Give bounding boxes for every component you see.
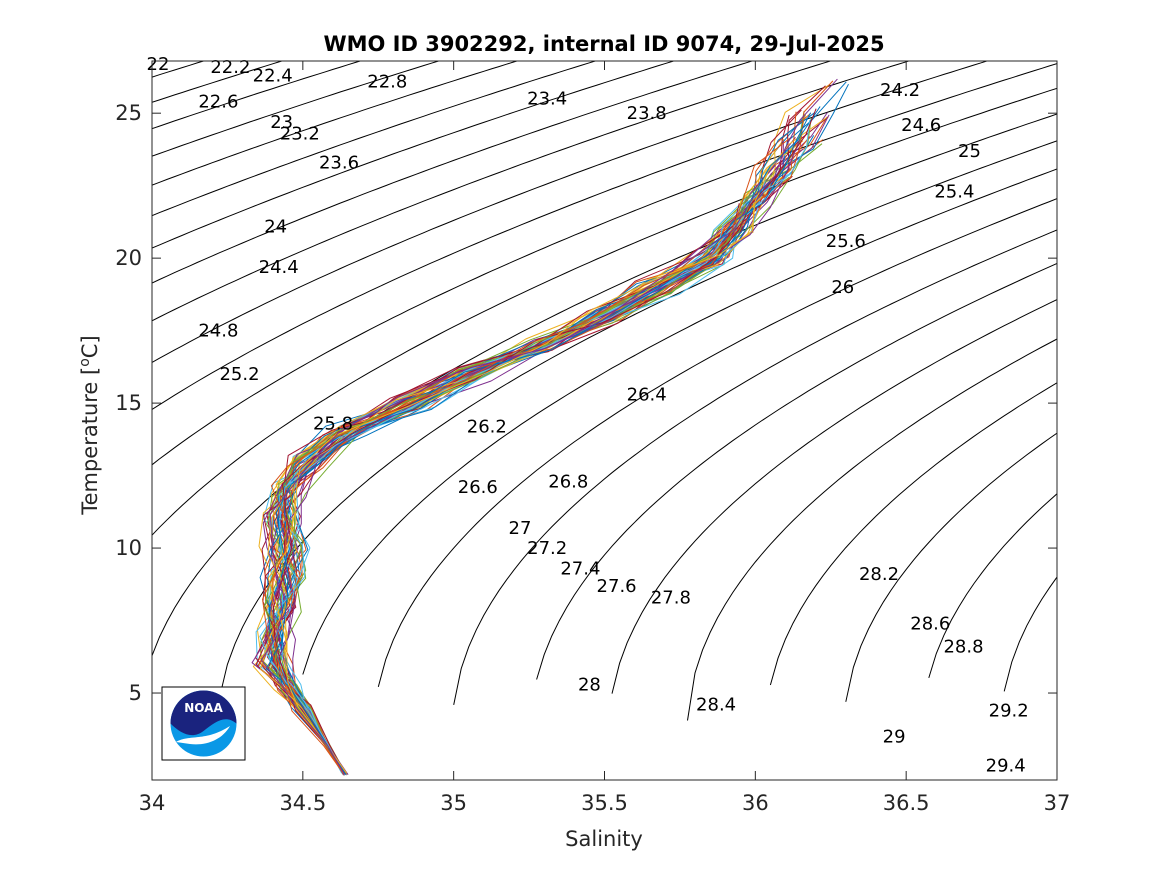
profile-line <box>268 120 811 776</box>
isopycnal-line <box>687 338 1057 721</box>
y-axis-label-main: Temperature [ <box>78 367 102 516</box>
isopycnal-label: 28.6 <box>910 613 950 634</box>
isopycnal-label: 24.8 <box>198 321 238 342</box>
x-tick-label: 35.5 <box>581 791 628 815</box>
chart-title: WMO ID 3902292, internal ID 9074, 29-Jul… <box>323 32 884 56</box>
isopycnal-label: 26 <box>831 277 854 298</box>
isopycnal-label: 25.2 <box>219 364 259 385</box>
isopycnal-label: 29.2 <box>989 700 1029 721</box>
profile-line <box>272 108 817 775</box>
isopycnal-line <box>536 263 1057 680</box>
profile-line <box>262 137 792 775</box>
isopycnal-label: 24.6 <box>901 115 941 136</box>
isopycnal-label: 22 <box>147 54 170 75</box>
isopycnal-label: 22.2 <box>210 57 250 78</box>
noaa-logo-gull <box>176 726 230 745</box>
x-tick-label: 36 <box>742 791 769 815</box>
x-axis-label: Salinity <box>565 827 643 851</box>
x-tick-label: 34.5 <box>279 791 326 815</box>
isopycnal-label: 26.4 <box>627 384 667 405</box>
noaa-logo-text: NOAA <box>184 701 223 715</box>
isopycnal-label: 28.2 <box>859 564 899 585</box>
y-tick-label: 15 <box>115 391 142 415</box>
isopycnal-label: 25.8 <box>313 413 353 434</box>
x-axis-ticks: 34 34.5 35 35.5 36 36.5 37 <box>139 61 1071 815</box>
isopycnal-label: 28.4 <box>696 695 736 716</box>
y-axis-ticks: 5 10 15 20 25 <box>115 101 1057 705</box>
isopycnal-label: 27.4 <box>560 558 600 579</box>
isopycnal-label: 25.4 <box>934 182 974 203</box>
isopycnal-label: 23 <box>270 112 293 133</box>
isopycnal-line <box>219 140 1057 697</box>
isopycnal-line <box>152 87 1057 536</box>
x-tick-label: 37 <box>1044 791 1071 815</box>
profile-line <box>267 172 769 774</box>
y-tick-label: 25 <box>115 101 142 125</box>
x-tick-label: 36.5 <box>883 791 930 815</box>
isopycnal-label: 25.6 <box>826 231 866 252</box>
isopycnal-line <box>377 198 1057 688</box>
isopycnal-label: 22.8 <box>367 71 407 92</box>
isopycnal-label: 23.6 <box>319 153 359 174</box>
isopycnal-label: 27.2 <box>527 538 567 559</box>
isopycnal-label: 27.6 <box>597 576 637 597</box>
isopycnal-label: 24.4 <box>259 257 299 278</box>
y-tick-label: 5 <box>129 681 142 705</box>
isopycnal-line <box>611 299 1057 694</box>
isopycnal-line <box>152 61 676 249</box>
isopycnal-label: 29.4 <box>986 756 1026 777</box>
isopycnal-label: 28 <box>578 674 601 695</box>
y-axis-label-degree: o <box>77 358 93 367</box>
isopycnal-label: 29 <box>883 727 906 748</box>
isopycnal-line <box>845 432 1057 702</box>
isopycnal-label: 26.6 <box>458 477 498 498</box>
profile-line <box>260 78 838 775</box>
isopycnal-line <box>152 61 441 157</box>
isopycnal-line <box>928 493 1057 679</box>
isopycnal-line <box>152 61 598 217</box>
isopycnal-label: 28.8 <box>943 637 983 658</box>
isopycnal-line <box>453 229 1057 706</box>
y-tick-label: 20 <box>115 246 142 270</box>
isopycnal-line <box>769 382 1057 686</box>
isopycnal-line <box>152 61 833 322</box>
isopycnal-line <box>152 61 284 103</box>
isopycnal-label: 26.8 <box>548 471 588 492</box>
noaa-logo-top <box>170 690 237 736</box>
isopycnal-label: 27 <box>509 518 532 539</box>
isopycnal-label: 22.4 <box>253 66 293 87</box>
isopycnal-line <box>1003 576 1057 692</box>
isopycnal-label: 27.8 <box>651 587 691 608</box>
isopycnal-label: 22.6 <box>198 92 238 113</box>
profile-line <box>271 199 754 776</box>
isopycnal-label: 24 <box>264 216 287 237</box>
y-tick-label: 10 <box>115 536 142 560</box>
y-axis-label: Temperature [oC] <box>77 335 102 515</box>
isopycnal-label: 23.4 <box>527 89 567 110</box>
noaa-logo: NOAA <box>161 686 246 761</box>
isopycnal-label: 25 <box>958 141 981 162</box>
isopycnal-label: 24.2 <box>880 80 920 101</box>
isopycnal-line <box>152 61 989 410</box>
isopycnal-line <box>152 61 754 284</box>
isopycnal-label: 23.8 <box>627 103 667 124</box>
isopycnal-line <box>152 61 362 130</box>
x-tick-label: 34 <box>139 791 166 815</box>
profile-line <box>263 198 752 775</box>
profile-lines <box>251 78 849 776</box>
isopycnal-label: 26.2 <box>467 416 507 437</box>
isopycnal-label: 23.2 <box>280 124 320 145</box>
isopycnal-line <box>302 168 1057 675</box>
isopycnal-line <box>152 63 1057 466</box>
isopycnal-line <box>152 61 519 186</box>
x-tick-label: 35 <box>440 791 467 815</box>
y-axis-label-unit: C] <box>78 335 102 358</box>
